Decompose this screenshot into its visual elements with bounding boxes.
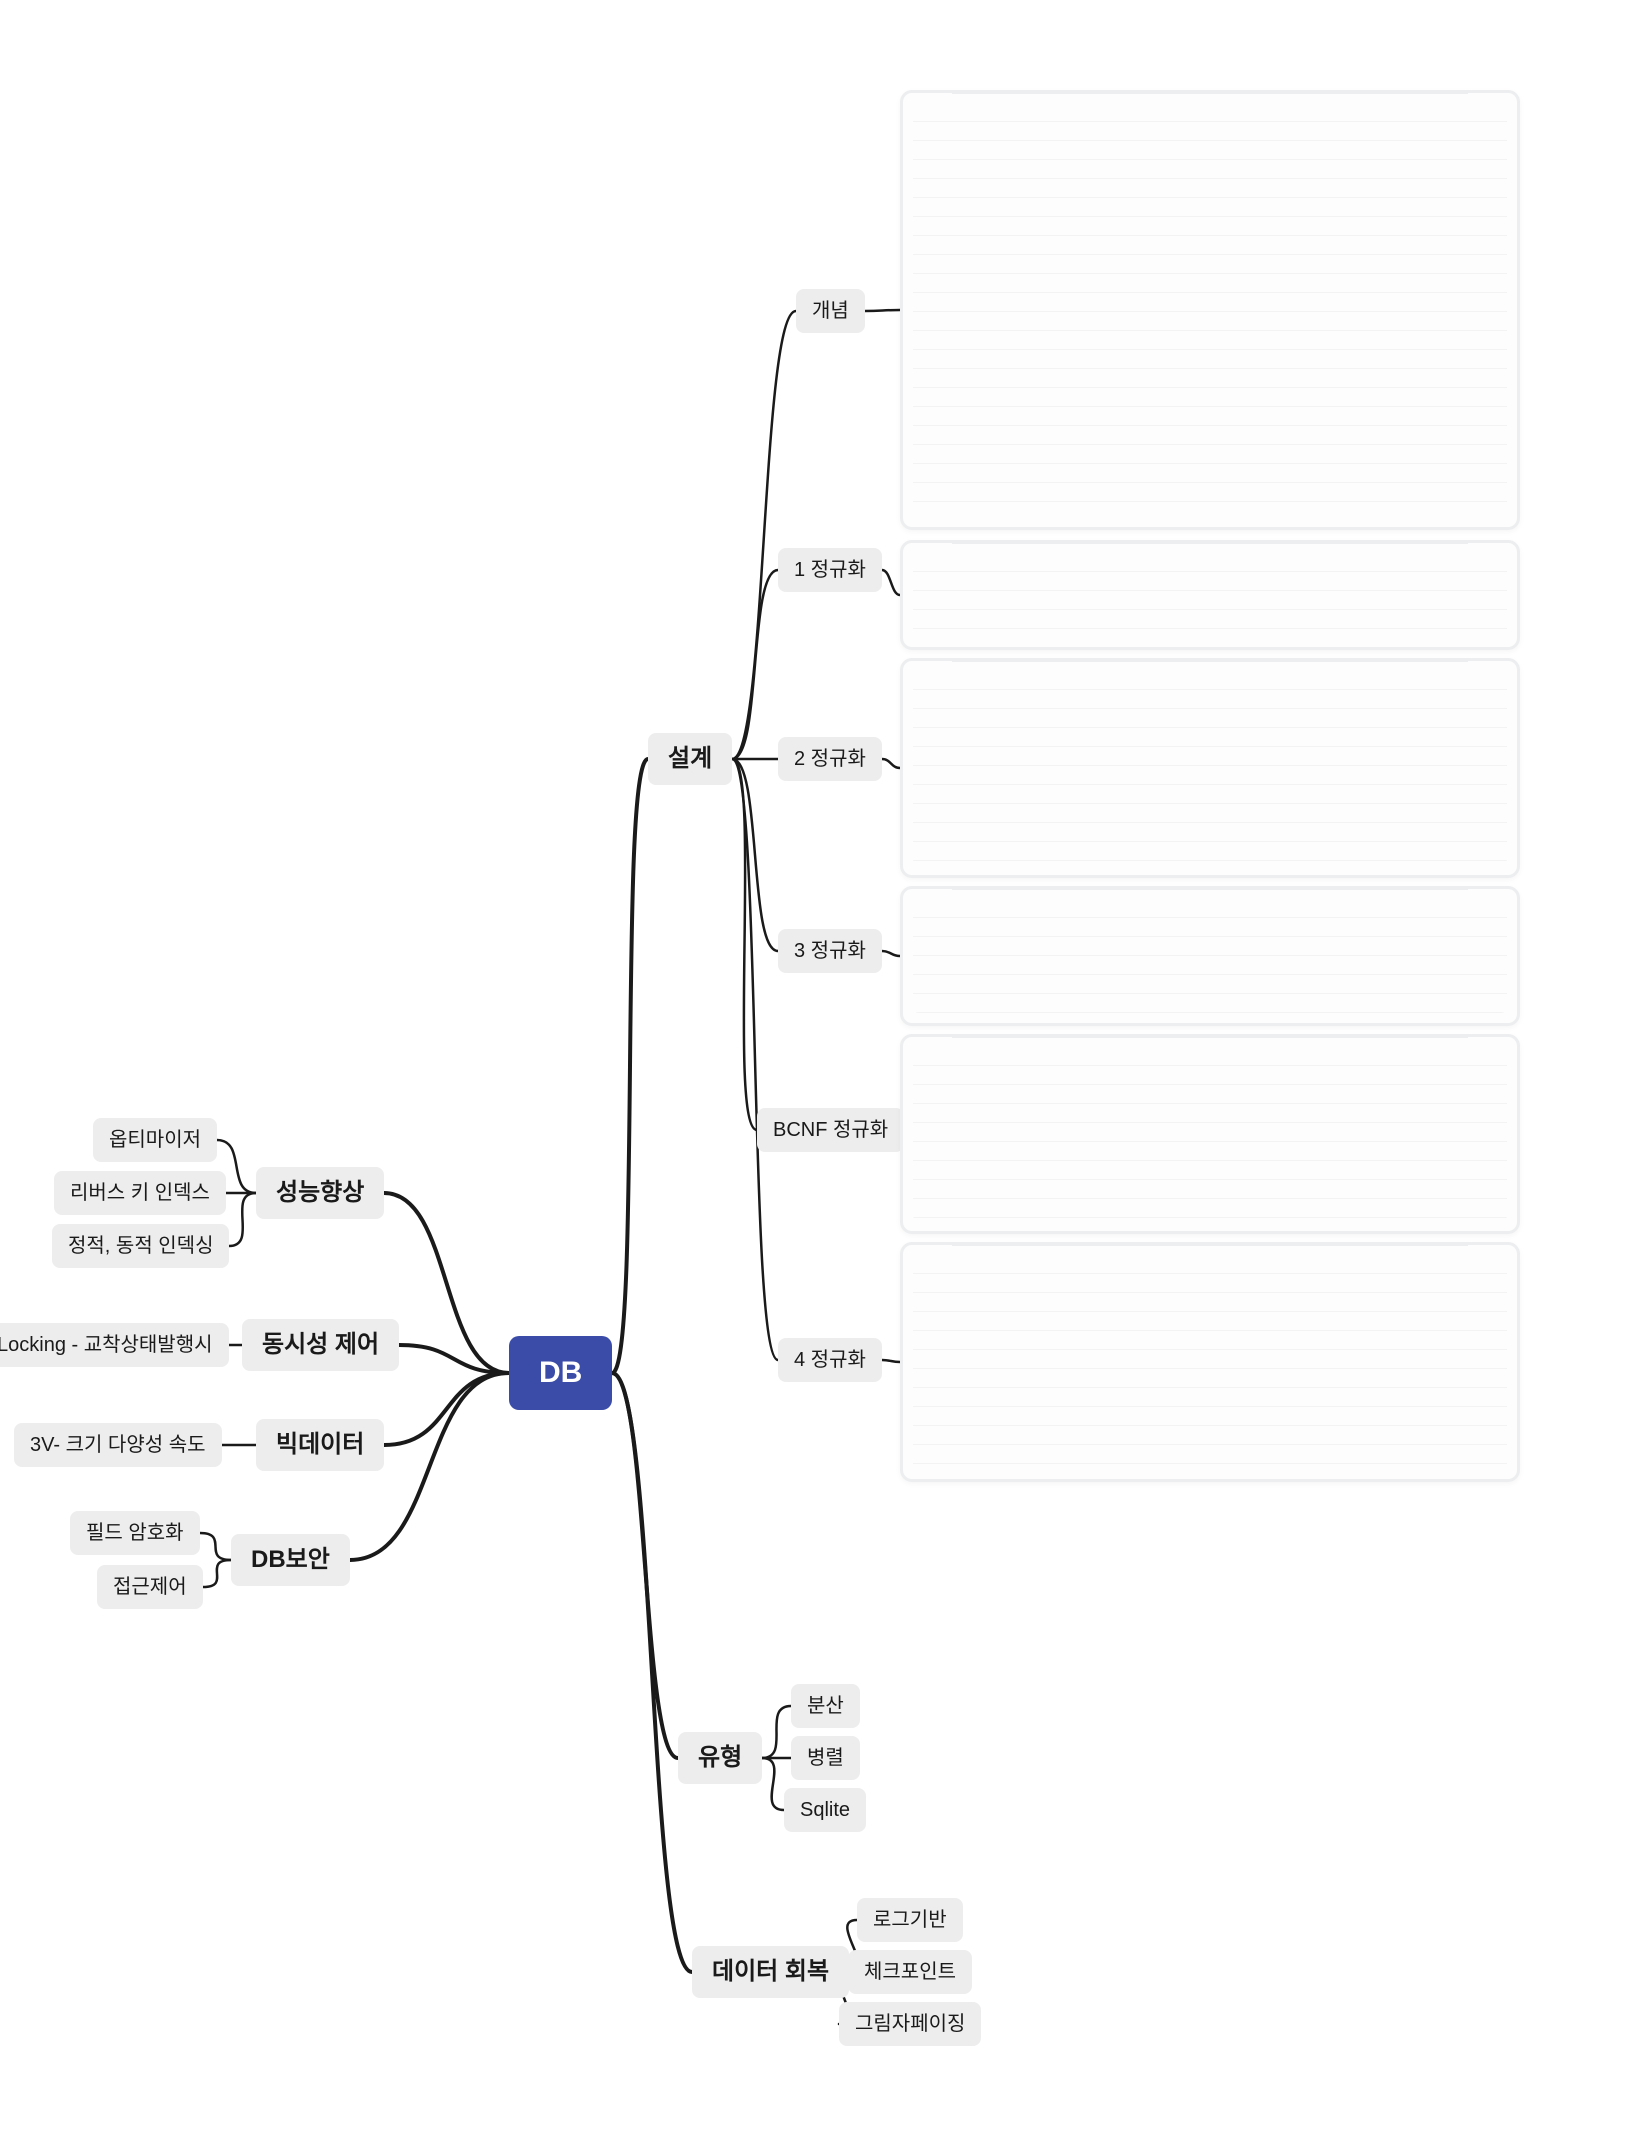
node-concur[interactable]: 동시성 제어 bbox=[242, 1319, 399, 1371]
node-rec_log[interactable]: 로그기반 bbox=[857, 1898, 963, 1942]
node-type_par[interactable]: 병렬 bbox=[791, 1736, 860, 1780]
node-perf[interactable]: 성능향상 bbox=[256, 1167, 384, 1219]
node-bigdata_3v[interactable]: 3V- 크기 다양성 속도 bbox=[14, 1423, 222, 1467]
thumbnail-d_4nf[interactable] bbox=[900, 1242, 1520, 1482]
thumbnail-d_1nf[interactable] bbox=[900, 540, 1520, 650]
node-sec_field[interactable]: 필드 암호화 bbox=[70, 1511, 200, 1555]
node-bigdata[interactable]: 빅데이터 bbox=[256, 1419, 384, 1471]
node-root[interactable]: DB bbox=[509, 1336, 612, 1410]
node-perf_optimizer[interactable]: 옵티마이저 bbox=[93, 1118, 217, 1162]
node-d_concept[interactable]: 개념 bbox=[796, 289, 865, 333]
thumbnail-d_bcnf[interactable] bbox=[900, 1034, 1520, 1234]
node-d_bcnf[interactable]: BCNF 정규화 bbox=[757, 1108, 904, 1152]
node-d_4nf[interactable]: 4 정규화 bbox=[778, 1338, 882, 1382]
node-perf_index[interactable]: 정적, 동적 인덱싱 bbox=[52, 1224, 229, 1268]
node-type[interactable]: 유형 bbox=[678, 1732, 762, 1784]
thumbnail-d_2nf[interactable] bbox=[900, 658, 1520, 878]
thumbnail-d_3nf[interactable] bbox=[900, 886, 1520, 1026]
node-d_2nf[interactable]: 2 정규화 bbox=[778, 737, 882, 781]
node-sec_access[interactable]: 접근제어 bbox=[97, 1565, 203, 1609]
node-perf_revkey[interactable]: 리버스 키 인덱스 bbox=[54, 1171, 226, 1215]
mindmap-canvas: DB 성능향상 옵티마이저리버스 키 인덱스정적, 동적 인덱싱동시성 제어 Lock… bbox=[0, 0, 1636, 2141]
node-type_sqlite[interactable]: Sqlite bbox=[784, 1788, 866, 1832]
node-recover[interactable]: 데이터 회복 bbox=[692, 1946, 849, 1998]
node-rec_chk[interactable]: 체크포인트 bbox=[848, 1950, 972, 1994]
node-type_dist[interactable]: 분산 bbox=[791, 1684, 860, 1728]
node-d_3nf[interactable]: 3 정규화 bbox=[778, 929, 882, 973]
thumbnail-d_concept[interactable] bbox=[900, 90, 1520, 530]
node-sec[interactable]: DB보안 bbox=[231, 1534, 350, 1586]
node-design[interactable]: 설계 bbox=[648, 733, 732, 785]
node-d_1nf[interactable]: 1 정규화 bbox=[778, 548, 882, 592]
node-concur_lock[interactable]: Locking - 교착상태발행시 bbox=[0, 1323, 229, 1367]
node-rec_shadow[interactable]: 그림자페이징 bbox=[839, 2002, 981, 2046]
